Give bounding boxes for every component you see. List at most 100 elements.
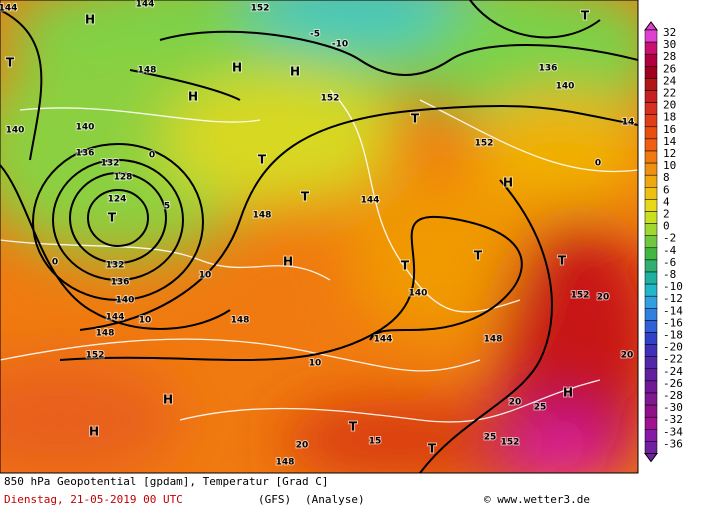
legend-tick-label: 14 bbox=[663, 135, 677, 148]
contour-label: 124 bbox=[108, 195, 127, 205]
map bbox=[0, 0, 638, 473]
footer-date: Dienstag, 21-05-2019 00 UTC bbox=[4, 493, 183, 506]
contour-label: 140 bbox=[76, 123, 95, 133]
pressure-center: T bbox=[558, 254, 567, 268]
legend-tick-label: -24 bbox=[663, 365, 683, 378]
pressure-center: T bbox=[581, 9, 590, 23]
pressure-center: T bbox=[258, 153, 267, 167]
legend-tick-label: 0 bbox=[663, 220, 670, 233]
legend-tick-label: -36 bbox=[663, 437, 683, 450]
legend-swatch bbox=[644, 295, 658, 309]
legend-tick-label: 12 bbox=[663, 147, 676, 160]
legend-swatch bbox=[644, 356, 658, 370]
contour-label: 128 bbox=[114, 173, 133, 183]
contour-label: 0 bbox=[149, 151, 155, 161]
legend-tick-label: 30 bbox=[663, 38, 676, 51]
legend-tick-label: -20 bbox=[663, 341, 683, 354]
pressure-center: H bbox=[89, 425, 99, 439]
legend-tick-label: 28 bbox=[663, 50, 676, 63]
pressure-center: H bbox=[283, 255, 293, 269]
contour-label: 152 bbox=[86, 351, 105, 361]
pressure-center: T bbox=[401, 259, 410, 273]
contour-label: 136 bbox=[111, 278, 130, 288]
pressure-center: H bbox=[85, 13, 95, 27]
contour-label: -5 bbox=[310, 30, 320, 40]
contour-label: 148 bbox=[96, 329, 115, 339]
legend-swatch bbox=[644, 126, 658, 140]
pressure-center: T bbox=[428, 442, 437, 456]
legend-swatch bbox=[644, 66, 658, 79]
legend-tick-label: -16 bbox=[663, 316, 683, 329]
legend-tick-label: -18 bbox=[663, 329, 683, 342]
contour-label: 10 bbox=[139, 316, 152, 326]
contour-label: 152 bbox=[321, 94, 340, 104]
legend-swatch bbox=[644, 223, 658, 236]
contour-label: 144 bbox=[361, 196, 380, 206]
legend-swatch bbox=[644, 368, 658, 382]
legend-tick-label: 32 bbox=[663, 26, 676, 39]
color-legend: 32302826242220181614121086420-2-4-6-8-10… bbox=[644, 21, 683, 463]
legend-tick-label: -14 bbox=[663, 304, 683, 317]
pressure-center: T bbox=[108, 211, 117, 225]
contour-label: 132 bbox=[101, 159, 120, 169]
legend-swatch bbox=[644, 78, 658, 91]
pressure-center: T bbox=[411, 112, 420, 126]
contour-label: 0 bbox=[52, 258, 58, 268]
legend-tick-label: 6 bbox=[663, 183, 670, 196]
legend-arrow-bottom bbox=[644, 453, 658, 463]
contour-label: 144 bbox=[136, 0, 155, 10]
pressure-center: H bbox=[188, 90, 198, 104]
contour-label: 132 bbox=[106, 261, 125, 271]
contour-label: 0 bbox=[595, 159, 601, 169]
legend-swatch bbox=[644, 53, 658, 67]
legend-tick-label: 22 bbox=[663, 87, 676, 100]
contour-label: 15 bbox=[369, 437, 382, 447]
legend-swatch bbox=[644, 247, 658, 261]
pressure-center: T bbox=[349, 420, 358, 434]
legend-swatch bbox=[644, 29, 658, 43]
contour-label: 5 bbox=[164, 202, 170, 212]
legend-swatch bbox=[644, 344, 658, 357]
contour-label: -10 bbox=[332, 40, 348, 50]
contour-label: 140 bbox=[556, 82, 575, 92]
legend-swatch bbox=[644, 138, 658, 152]
legend-tick-label: -26 bbox=[663, 377, 683, 390]
legend-tick-label: 2 bbox=[663, 208, 670, 221]
pressure-center: T bbox=[6, 56, 15, 70]
legend-swatch bbox=[644, 429, 658, 442]
legend-tick-label: -32 bbox=[663, 413, 683, 426]
contour-label: 152 bbox=[501, 438, 520, 448]
legend-swatch bbox=[644, 102, 658, 115]
contour-label: 25 bbox=[534, 403, 547, 413]
legend-swatch bbox=[644, 259, 658, 273]
contour-label: 14 bbox=[622, 118, 635, 128]
contour-label: 20 bbox=[296, 441, 309, 451]
legend-tick-label: -12 bbox=[663, 292, 683, 305]
contour-label: 148 bbox=[253, 211, 272, 221]
legend-arrow-top bbox=[644, 21, 658, 31]
footer-source: © www.wetter3.de bbox=[484, 493, 590, 506]
legend-tick-label: 20 bbox=[663, 99, 676, 112]
contour-label: 144 bbox=[106, 313, 125, 323]
footer-run: (Analyse) bbox=[305, 493, 365, 506]
pressure-center: T bbox=[301, 190, 310, 204]
legend-tick-label: -34 bbox=[663, 425, 683, 438]
legend-tick-label: 18 bbox=[663, 111, 676, 124]
legend-tick-label: -2 bbox=[663, 232, 676, 245]
legend-swatch bbox=[644, 41, 658, 55]
contour-label: 140 bbox=[116, 296, 135, 306]
contour-label: 148 bbox=[138, 66, 157, 76]
contour-label: 20 bbox=[597, 293, 610, 303]
legend-swatch bbox=[644, 162, 658, 176]
pressure-center: H bbox=[563, 386, 573, 400]
contour-label: 144 bbox=[374, 335, 393, 345]
legend-tick-label: -28 bbox=[663, 389, 683, 402]
contour-label: 20 bbox=[509, 398, 522, 408]
pressure-center: H bbox=[290, 65, 300, 79]
contour-label: 152 bbox=[571, 291, 590, 301]
legend-tick-label: -6 bbox=[663, 256, 676, 269]
legend-swatch bbox=[644, 380, 658, 394]
legend-tick-label: 8 bbox=[663, 171, 670, 184]
legend-tick-label: -8 bbox=[663, 268, 676, 281]
